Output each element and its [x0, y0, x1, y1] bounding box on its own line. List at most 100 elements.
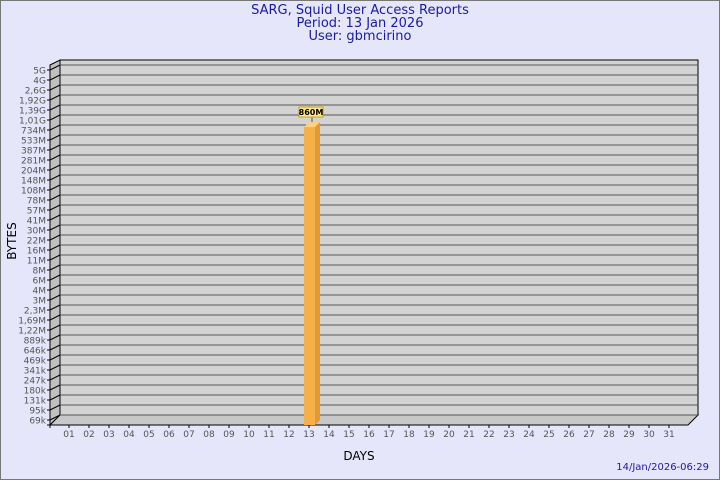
bar-data-label: 860M	[299, 108, 324, 117]
x-tick-label: 14	[323, 430, 335, 440]
y-tick-label: 78M	[27, 197, 46, 207]
x-tick-label: 04	[123, 430, 135, 440]
x-tick-label: 09	[223, 430, 235, 440]
y-tick-diagonal	[49, 134, 61, 141]
y-tick-label: 69k	[29, 417, 46, 427]
y-tick-diagonal	[49, 324, 61, 331]
x-tick-label: 21	[463, 430, 474, 440]
x-tick-label: 11	[263, 430, 274, 440]
y-tick-label: 57M	[27, 207, 46, 217]
x-tick-label: 16	[363, 430, 375, 440]
y-tick-label: 30M	[27, 227, 46, 237]
x-tick-label: 17	[383, 430, 394, 440]
y-tick-label: 4M	[33, 287, 47, 297]
y-tick-diagonal	[49, 314, 61, 321]
y-tick-diagonal	[49, 354, 61, 361]
y-tick-diagonal	[49, 184, 61, 191]
y-tick-label: 1,39G	[19, 107, 46, 117]
y-tick-label: 533M	[21, 137, 46, 147]
y-tick-diagonal	[49, 244, 61, 251]
x-tick-label: 03	[103, 430, 114, 440]
y-tick-diagonal	[49, 404, 61, 411]
y-tick-label: 204M	[21, 167, 46, 177]
y-tick-label: 95k	[29, 407, 46, 417]
x-tick-label: 02	[83, 430, 94, 440]
y-tick-label: 22M	[27, 237, 46, 247]
x-tick-label: 23	[503, 430, 514, 440]
x-tick-label: 27	[583, 430, 594, 440]
plot-side-wall	[49, 59, 61, 427]
x-tick-label: 13	[303, 430, 314, 440]
y-tick-label: 1,69M	[18, 317, 46, 327]
y-tick-diagonal	[49, 214, 61, 221]
x-tick-label: 20	[443, 430, 455, 440]
y-axis-label: BYTES	[5, 222, 19, 259]
y-tick-label: 4G	[33, 77, 46, 87]
y-tick-diagonal	[49, 374, 61, 381]
y-tick-label: 11M	[27, 257, 46, 267]
x-tick-label: 18	[403, 430, 415, 440]
y-tick-diagonal	[49, 304, 61, 311]
x-tick-label: 12	[283, 430, 294, 440]
y-tick-diagonal	[49, 74, 61, 81]
chart-period: Period: 13 Jan 2026	[296, 16, 424, 31]
x-tick-label: 25	[543, 430, 554, 440]
y-tick-label: 8M	[33, 267, 47, 277]
y-tick-label: 3M	[33, 297, 47, 307]
y-tick-diagonal	[49, 84, 61, 91]
y-tick-label: 734M	[21, 127, 46, 137]
y-tick-diagonal	[49, 94, 61, 101]
y-tick-diagonal	[49, 164, 61, 171]
y-tick-diagonal	[49, 194, 61, 201]
y-tick-label: 469k	[24, 357, 47, 367]
bar-top	[304, 122, 320, 128]
y-tick-label: 2,3M	[24, 307, 46, 317]
y-tick-diagonal	[49, 364, 61, 371]
y-tick-diagonal	[49, 224, 61, 231]
y-tick-label: 1,92G	[19, 97, 46, 107]
y-tick-label: 2,6G	[25, 87, 46, 97]
plot-back-wall	[59, 59, 699, 416]
plot-floor	[48, 414, 700, 426]
y-tick-diagonal	[49, 344, 61, 351]
timestamp: 14/Jan/2026-06:29	[616, 462, 709, 473]
y-tick-diagonal	[49, 254, 61, 261]
chart-user: User: gbmcirino	[308, 29, 412, 44]
x-tick-label: 10	[243, 430, 255, 440]
x-tick-label: 29	[623, 430, 635, 440]
y-tick-label: 108M	[21, 187, 46, 197]
y-tick-diagonal	[49, 284, 61, 291]
bar-label-box	[298, 106, 324, 118]
y-tick-label: 646k	[24, 347, 47, 357]
bar-side	[315, 122, 320, 426]
y-tick-label: 180k	[24, 387, 47, 397]
y-tick-label: 5G	[33, 67, 46, 77]
x-tick-label: 01	[63, 430, 74, 440]
y-tick-label: 41M	[27, 217, 46, 227]
y-tick-diagonal	[49, 174, 61, 181]
y-tick-label: 16M	[27, 247, 46, 257]
y-tick-label: 148M	[21, 177, 46, 187]
x-tick-label: 07	[183, 430, 194, 440]
y-tick-label: 1,01G	[19, 117, 46, 127]
x-tick-label: 19	[423, 430, 435, 440]
y-tick-diagonal	[49, 144, 61, 151]
y-tick-diagonal	[49, 264, 61, 271]
y-tick-diagonal	[49, 64, 61, 71]
y-tick-diagonal	[49, 384, 61, 391]
bar-front	[304, 127, 315, 426]
y-tick-label: 387M	[21, 147, 46, 157]
x-tick-label: 22	[483, 430, 494, 440]
y-tick-label: 341k	[24, 367, 47, 377]
y-tick-label: 6M	[33, 277, 47, 287]
y-tick-diagonal	[49, 124, 61, 131]
x-tick-label: 26	[563, 430, 575, 440]
y-tick-diagonal	[49, 154, 61, 161]
y-tick-label: 281M	[21, 157, 46, 167]
x-tick-label: 05	[143, 430, 154, 440]
x-tick-label: 15	[343, 430, 354, 440]
x-axis-label: DAYS	[343, 449, 374, 463]
y-tick-diagonal	[49, 234, 61, 241]
y-tick-diagonal	[49, 104, 61, 111]
